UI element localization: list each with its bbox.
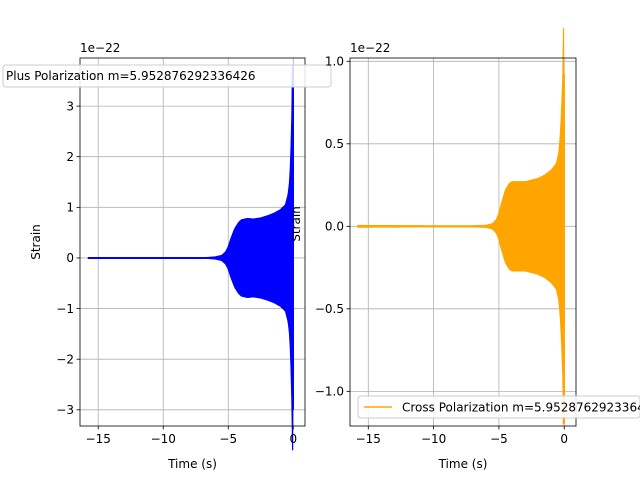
offset-text: 1e−22 bbox=[80, 41, 120, 55]
axes-frame bbox=[79, 57, 306, 427]
y-tick-label: 0.0 bbox=[325, 220, 344, 234]
y-tick-label: 0.5 bbox=[325, 137, 344, 151]
x-tick-label: −15 bbox=[86, 432, 111, 446]
y-tick-label: −3 bbox=[56, 403, 74, 417]
x-tick-label: −5 bbox=[490, 432, 508, 446]
y-tick-label: 1 bbox=[66, 201, 74, 215]
legend: Plus Polarization m=5.952876292336426 bbox=[2, 64, 332, 88]
legend-box bbox=[357, 395, 640, 419]
y-tick-label: −1.0 bbox=[315, 385, 344, 399]
y-tick-label: 3 bbox=[66, 99, 74, 113]
legend-box bbox=[2, 64, 332, 88]
y-tick-label: −0.5 bbox=[315, 302, 344, 316]
legend: Cross Polarization m=5.952876292336426 bbox=[357, 395, 640, 419]
y-axis-label: Strain bbox=[29, 224, 43, 260]
y-tick-label: 2 bbox=[66, 150, 74, 164]
signal-group bbox=[87, 65, 295, 451]
x-tick-label: −5 bbox=[219, 432, 237, 446]
axes-frame bbox=[349, 57, 577, 427]
x-tick-label: −10 bbox=[151, 432, 176, 446]
x-tick-label: 0 bbox=[289, 432, 297, 446]
y-tick-label: −2 bbox=[56, 352, 74, 366]
x-axis-label: Time (s) bbox=[438, 457, 488, 471]
signal-group bbox=[357, 28, 565, 425]
y-tick-label: 1.0 bbox=[325, 55, 344, 69]
ticks: −15 −10 −5 0 −1.0 −0.5 0.0 0.5 1.0 bbox=[315, 55, 568, 446]
x-tick-label: 0 bbox=[560, 432, 568, 446]
x-tick-label: −15 bbox=[356, 432, 381, 446]
x-axis-label: Time (s) bbox=[167, 457, 217, 471]
legend-entry: Plus Polarization m=5.952876292336426 bbox=[6, 69, 256, 83]
y-axis-label: Strain bbox=[289, 206, 303, 242]
y-tick-label: −1 bbox=[56, 302, 74, 316]
y-tick-label: 0 bbox=[66, 251, 74, 265]
offset-text: 1e−22 bbox=[350, 41, 390, 55]
cross-polarization-axes: −15 −10 −5 0 −1.0 −0.5 0.0 0.5 1.0 1e−22 Time (s… bbox=[289, 28, 640, 471]
x-tick-label: −10 bbox=[421, 432, 446, 446]
legend-entry: Cross Polarization m=5.952876292336426 bbox=[402, 401, 640, 415]
